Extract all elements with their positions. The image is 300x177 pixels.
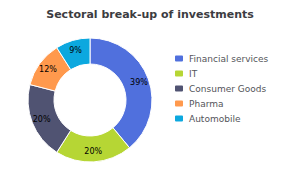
svg-text:9%: 9%	[69, 46, 82, 55]
svg-text:Consumer Goods: Consumer Goods	[189, 84, 266, 94]
svg-text:Sectoral break-up of investmen: Sectoral break-up of investments	[46, 8, 254, 21]
svg-text:Pharma: Pharma	[189, 99, 223, 109]
svg-text:20%: 20%	[84, 147, 102, 156]
svg-text:Financial services: Financial services	[189, 54, 269, 64]
svg-text:20%: 20%	[33, 115, 51, 124]
svg-text:IT: IT	[189, 69, 198, 79]
svg-text:39%: 39%	[130, 78, 148, 87]
svg-text:12%: 12%	[39, 65, 57, 74]
svg-text:Automobile: Automobile	[189, 114, 241, 124]
